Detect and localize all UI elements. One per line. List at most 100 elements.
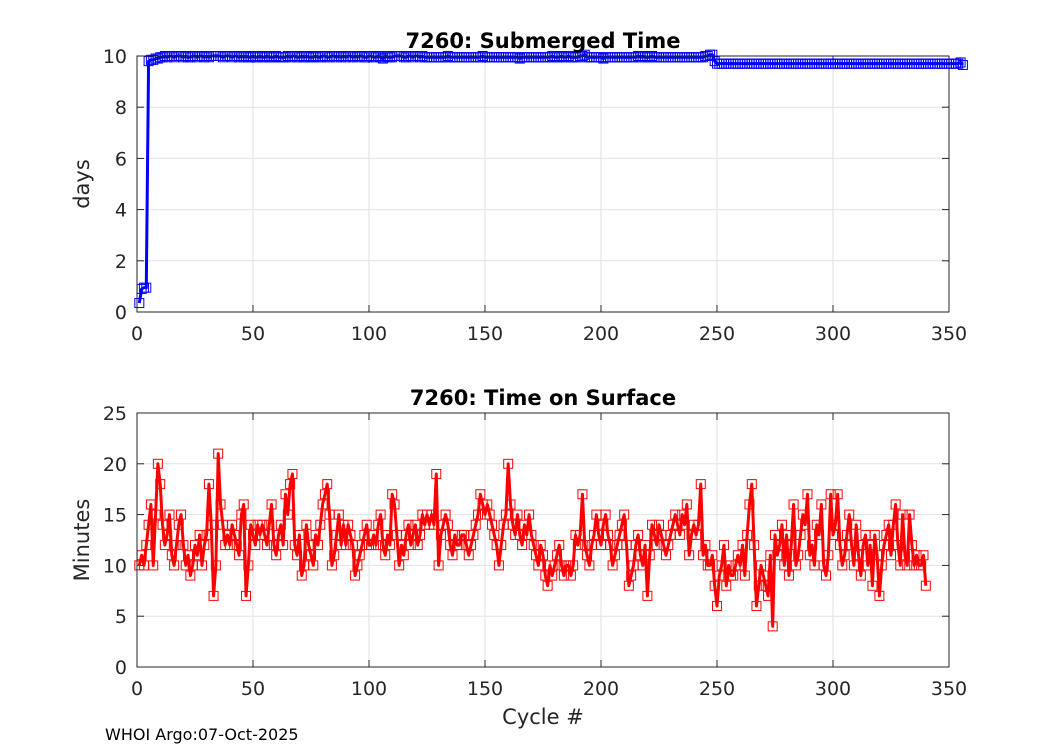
surface-data-point	[229, 529, 240, 540]
surface-data-point	[895, 560, 906, 571]
surface-data-point	[466, 540, 477, 551]
surface-data-point	[549, 560, 560, 571]
surface-data-point	[790, 560, 801, 571]
surface-data-point	[278, 540, 289, 551]
surface-data-point	[751, 601, 762, 612]
surface-data-point	[375, 509, 386, 520]
surface-data-point	[605, 540, 616, 551]
surface-data-point	[811, 519, 822, 530]
surface-data-point	[289, 540, 300, 551]
surface-data-point	[886, 550, 896, 561]
surface-data-point	[786, 540, 797, 551]
surface-data-point	[793, 550, 804, 561]
surface-data-point	[800, 519, 811, 530]
surface-data-point	[540, 570, 551, 581]
surface-data-point	[897, 509, 908, 520]
surface-data-point	[352, 560, 363, 571]
surface-data-point	[403, 519, 414, 530]
surface-data-point	[361, 519, 372, 530]
surface-data-point	[475, 489, 486, 500]
surface-data-point	[865, 540, 876, 551]
surface-data-point	[326, 560, 337, 571]
surface-data-point	[663, 540, 674, 551]
surface-data-point	[159, 540, 170, 551]
submerged-data-point	[957, 59, 968, 70]
submerged-y-tick-label: 10	[103, 46, 127, 68]
surface-data-point	[765, 550, 776, 561]
surface-data-point	[528, 540, 539, 551]
surface-data-point	[728, 570, 739, 581]
surface-data-point	[169, 560, 180, 571]
surface-data-point	[319, 489, 330, 500]
surface-data-point	[756, 560, 767, 571]
submerged-y-tick-label: 0	[115, 302, 127, 324]
surface-data-point	[315, 519, 326, 530]
surface-data-point	[486, 519, 497, 530]
surface-data-point	[500, 509, 511, 520]
surface-data-point	[783, 570, 794, 581]
surface-data-point	[203, 479, 214, 490]
surface-data-point	[157, 519, 168, 530]
surface-data-point	[616, 519, 627, 530]
surface-data-point	[310, 529, 321, 540]
surface-data-point	[758, 570, 769, 581]
surface-data-point	[248, 529, 258, 540]
surface-data-point	[674, 529, 685, 540]
surface-x-tick-label: 100	[351, 678, 387, 700]
surface-data-point	[834, 540, 845, 551]
surface-data-point	[442, 519, 453, 530]
surface-data-point	[294, 529, 305, 540]
surface-data-point	[902, 560, 913, 571]
surface-data-point	[282, 509, 293, 520]
surface-data-point	[285, 479, 296, 490]
surface-data-point	[484, 509, 495, 520]
surface-data-point	[677, 509, 688, 520]
surface-data-point	[828, 529, 838, 540]
surface-y-tick-label: 25	[103, 403, 127, 425]
surface-data-point	[848, 560, 859, 571]
submerged-plot-area	[137, 56, 949, 312]
surface-data-point	[206, 519, 217, 530]
surface-data-point	[709, 580, 720, 591]
surface-data-point	[292, 550, 303, 561]
surface-data-point	[514, 529, 525, 540]
surface-data-point	[614, 529, 625, 540]
surface-data-point	[770, 529, 780, 540]
surface-data-point	[245, 519, 256, 530]
surface-data-point	[691, 529, 702, 540]
surface-data-point	[408, 529, 419, 540]
surface-data-point	[201, 529, 212, 540]
surface-data-point	[858, 540, 869, 551]
surface-data-point	[180, 560, 191, 571]
surface-data-point	[760, 580, 771, 591]
surface-data-point	[519, 519, 530, 530]
surface-plot-area	[137, 413, 949, 667]
surface-data-point	[155, 479, 166, 490]
surface-data-point	[558, 570, 569, 581]
surface-data-point	[531, 550, 542, 561]
surface-data-point	[454, 540, 465, 551]
surface-data-point	[637, 560, 648, 571]
surface-data-point	[354, 550, 365, 561]
footer-credit: WHOI Argo:07-Oct-2025	[105, 725, 299, 744]
surface-data-point	[795, 529, 806, 540]
surface-data-point	[224, 540, 235, 551]
surface-data-point	[517, 540, 528, 551]
submerged-x-tick-label: 200	[583, 323, 619, 345]
surface-y-tick-label: 10	[103, 555, 127, 577]
submerged-x-tick-label: 100	[351, 323, 387, 345]
surface-data-point	[250, 540, 261, 551]
surface-data-point	[874, 590, 885, 601]
surface-data-point	[723, 560, 734, 571]
surface-data-point	[387, 489, 398, 500]
surface-data-point	[493, 560, 504, 571]
submerged-chart-title: 7260: Submerged Time	[405, 29, 680, 53]
surface-data-point	[649, 529, 660, 540]
surface-data-point	[837, 560, 848, 571]
surface-data-point	[264, 519, 275, 530]
surface-data-point	[213, 448, 224, 459]
surface-data-point	[774, 540, 785, 551]
surface-data-point	[280, 489, 291, 500]
surface-data-point	[918, 550, 929, 561]
surface-data-point	[468, 529, 479, 540]
